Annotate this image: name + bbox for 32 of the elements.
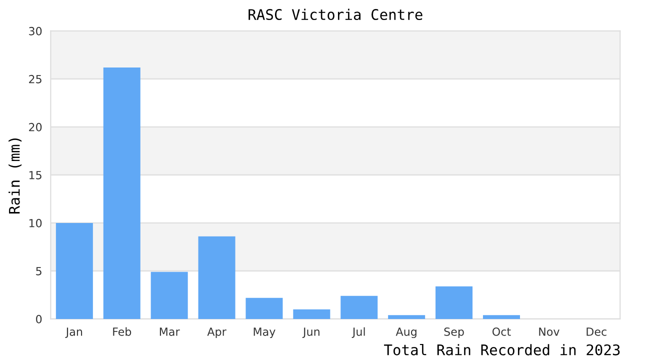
- x-tick-label: Oct: [492, 327, 511, 336]
- bar: [56, 222, 93, 319]
- y-tick-label: 30: [29, 26, 42, 36]
- bar: [103, 67, 140, 319]
- y-tick-label: 20: [29, 122, 42, 132]
- y-axis-title: Rain (mm): [8, 138, 22, 214]
- bar: [293, 309, 330, 319]
- bar: [340, 296, 378, 319]
- x-tick-label: Jul: [352, 327, 365, 338]
- bar: [482, 315, 520, 319]
- x-tick-label: Mar: [160, 328, 180, 336]
- y-tick-label: 5: [36, 267, 42, 276]
- bar: [436, 286, 473, 319]
- text: Total Rain Recorded in 2023: [384, 344, 620, 356]
- y-tick-label: 0: [36, 314, 42, 324]
- y-tick-label: 25: [29, 74, 42, 84]
- x-tick-label: Apr: [207, 328, 226, 338]
- y-tick-label: 15: [29, 171, 42, 180]
- bar: [246, 298, 283, 319]
- bar: [150, 272, 188, 319]
- x-tick-label: Nov: [539, 328, 560, 336]
- x-tick-label: May: [254, 328, 276, 338]
- x-tick-label: Jun: [302, 328, 320, 338]
- x-tick-label: Dec: [586, 328, 606, 336]
- x-tick-label: Jan: [65, 328, 82, 338]
- x-tick-label: Feb: [113, 327, 132, 336]
- y-tick-label: 10: [29, 218, 42, 228]
- chart-title: RASC Victoria Centre: [248, 8, 422, 20]
- x-tick-label: Sep: [444, 327, 464, 338]
- x-tick-label: Aug: [396, 328, 416, 338]
- bar: [388, 315, 426, 319]
- bar: [198, 236, 236, 319]
